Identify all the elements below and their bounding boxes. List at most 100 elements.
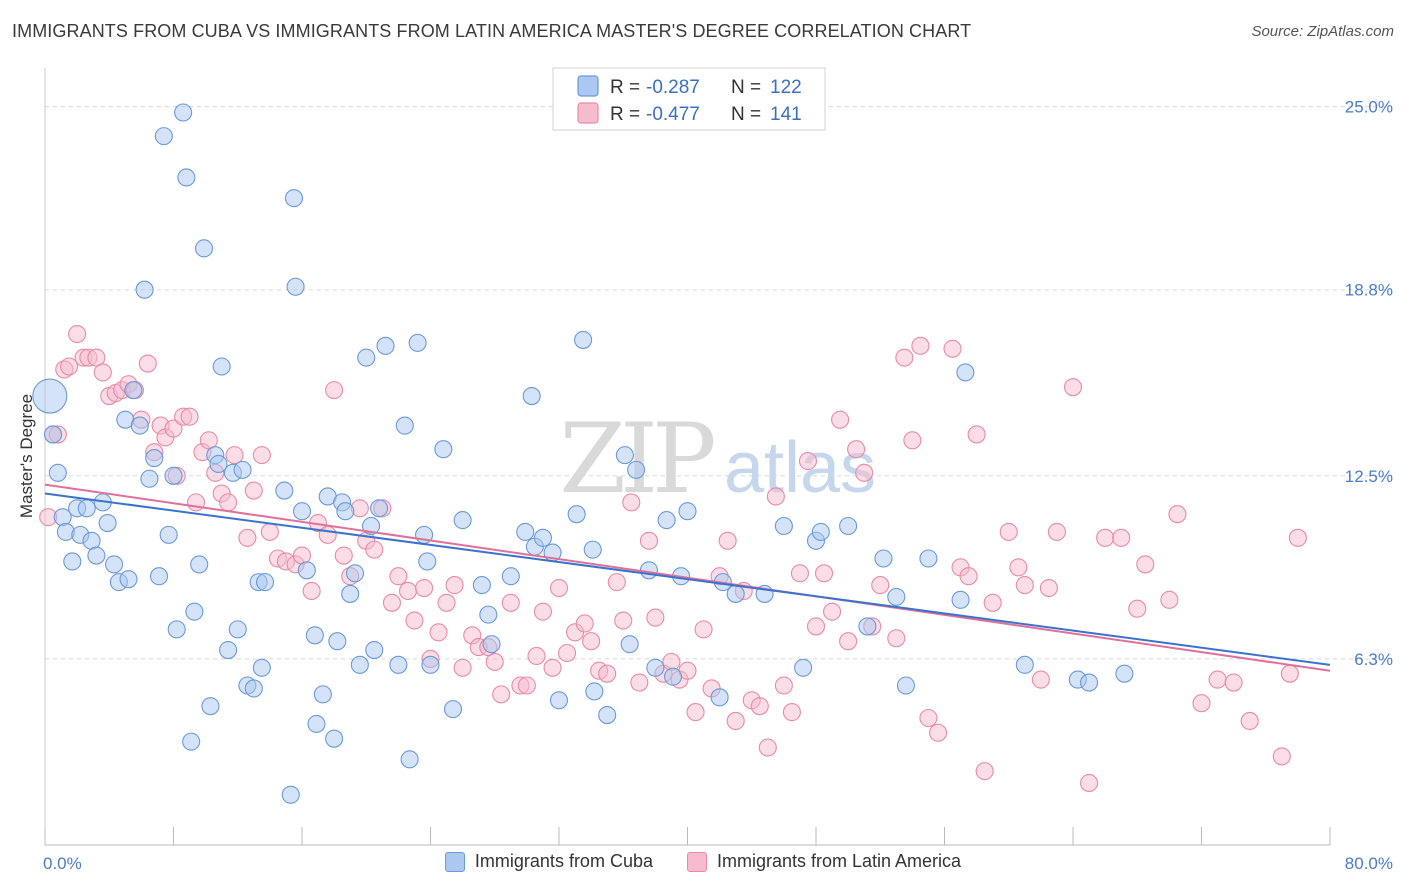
point-latin-america (1224, 673, 1243, 692)
point-latin-america (1031, 670, 1050, 689)
point-latin-america (1039, 578, 1058, 598)
point-cuba (365, 641, 384, 660)
point-latin-america (517, 676, 536, 695)
point-latin-america (806, 617, 826, 636)
point-latin-america (445, 576, 464, 595)
point-latin-america (871, 576, 890, 595)
point-cuba (87, 546, 106, 565)
point-cuba (130, 416, 149, 435)
point-cuba (479, 605, 498, 624)
point-latin-america (260, 522, 279, 541)
point-cuba (32, 378, 68, 414)
point-cuba (1015, 655, 1034, 674)
point-cuba (325, 729, 344, 748)
point-cuba (516, 522, 535, 541)
point-latin-america (1208, 670, 1227, 689)
point-latin-america (485, 652, 504, 671)
point-cuba (874, 549, 893, 568)
point-cuba (657, 511, 676, 530)
series-cuba-points (32, 103, 1134, 804)
point-latin-america (1136, 555, 1155, 574)
point-latin-america (919, 708, 938, 728)
point-latin-america (855, 463, 874, 482)
legend-item-latam[interactable]: Immigrants from Latin America (686, 851, 962, 872)
point-latin-america (999, 522, 1018, 541)
point-cuba (408, 333, 427, 352)
point-latin-america (975, 762, 994, 781)
point-latin-america (911, 336, 930, 355)
point-latin-america (415, 578, 434, 598)
point-cuba (336, 502, 355, 521)
point-cuba (212, 357, 231, 376)
point-latin-america (686, 703, 705, 722)
point-cuba (297, 561, 316, 580)
point-cuba (951, 590, 970, 609)
y-tick-label: 25.0% (1345, 98, 1393, 117)
point-cuba (567, 505, 586, 524)
point-cuba (482, 635, 501, 654)
point-cuba (119, 570, 138, 589)
point-latin-america (895, 348, 914, 367)
point-cuba (209, 454, 228, 474)
series-latin-america-points (39, 324, 1307, 793)
point-cuba (395, 416, 414, 435)
point-latin-america (798, 451, 818, 471)
point-latin-america (983, 593, 1002, 612)
point-latin-america (1280, 664, 1299, 683)
point-cuba (313, 685, 332, 704)
point-latin-america (814, 564, 834, 583)
point-cuba (887, 587, 906, 606)
point-cuba (256, 573, 275, 592)
point-latin-america (382, 593, 402, 612)
legend-label-latam: Immigrants from Latin America (716, 851, 962, 871)
point-latin-america (598, 664, 617, 683)
point-latin-america (887, 629, 906, 648)
legend-n-label-cuba: N = (731, 77, 761, 98)
point-latin-america (790, 564, 809, 583)
point-latin-america (1112, 528, 1131, 547)
point-latin-america (398, 581, 418, 601)
point-cuba (77, 499, 96, 518)
point-latin-america (252, 446, 271, 465)
point-cuba (164, 466, 183, 485)
point-latin-america (575, 614, 594, 633)
legend-item-cuba[interactable]: Immigrants from Cuba (444, 851, 653, 872)
point-cuba (98, 514, 117, 533)
point-latin-america (180, 407, 199, 426)
point-latin-america (943, 339, 962, 358)
point-latin-america (1288, 528, 1307, 547)
point-latin-america (967, 425, 986, 444)
point-cuba (443, 700, 463, 719)
gridlines (45, 106, 1392, 660)
y-axis-label: Master's Degree (17, 394, 36, 518)
point-cuba (286, 277, 305, 296)
point-latin-america (582, 632, 601, 651)
legend-swatch-latam (577, 102, 599, 124)
point-cuba (956, 363, 975, 382)
point-cuba (233, 460, 252, 479)
point-latin-america (1080, 773, 1099, 793)
point-cuba (281, 785, 300, 804)
point-cuba (341, 584, 360, 603)
point-latin-america (607, 573, 626, 592)
point-cuba (919, 549, 938, 568)
point-cuba (620, 635, 639, 654)
point-latin-america (726, 711, 745, 730)
point-latin-america (1128, 599, 1147, 618)
point-cuba (794, 658, 813, 677)
point-cuba (434, 440, 453, 459)
point-cuba (646, 658, 665, 677)
point-cuba (154, 127, 173, 146)
point-latin-america (903, 431, 922, 450)
point-latin-america (959, 567, 978, 586)
point-cuba (585, 682, 604, 701)
watermark-zip: ZIP (559, 403, 714, 515)
point-cuba (574, 330, 593, 349)
point-cuba (307, 714, 326, 733)
axes (44, 68, 1331, 846)
point-latin-america (831, 410, 850, 429)
point-latin-america (823, 602, 842, 621)
point-latin-america (437, 593, 456, 612)
point-latin-america (630, 673, 649, 692)
point-cuba (615, 446, 634, 465)
